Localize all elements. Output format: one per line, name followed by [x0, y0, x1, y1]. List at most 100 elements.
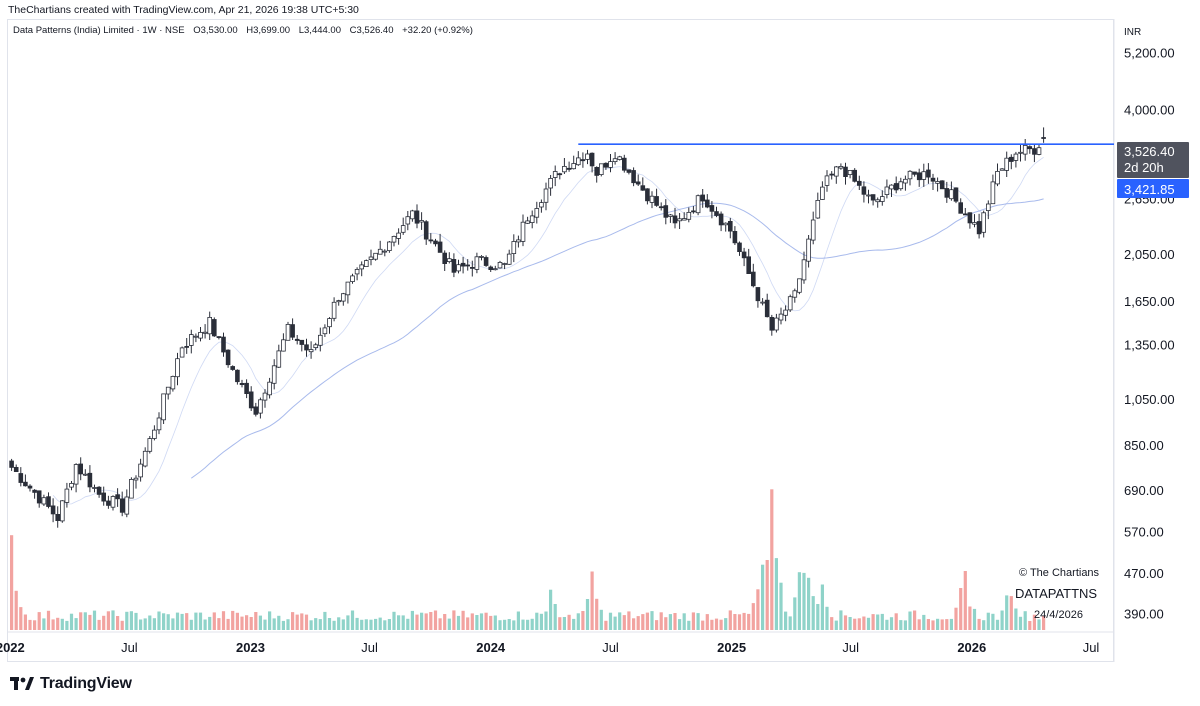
- volume-bar: [968, 606, 972, 630]
- candle-body: [585, 153, 590, 160]
- volume-bar: [33, 620, 37, 630]
- volume-bar: [429, 612, 433, 630]
- tradingview-logo[interactable]: TradingView: [10, 675, 132, 693]
- candle-body: [880, 196, 885, 202]
- volume-bar: [65, 620, 69, 630]
- candle-body: [262, 392, 268, 401]
- price-axis[interactable]: 5,200.004,000.002,650.002,050.001,650.00…: [1124, 46, 1175, 622]
- volume-bar: [982, 620, 986, 630]
- candle-body: [405, 216, 411, 225]
- time-tick-label: 2025: [717, 640, 746, 655]
- volume-bars: [10, 489, 1046, 630]
- volume-bar: [318, 619, 322, 630]
- volume-bar: [79, 612, 83, 630]
- candle-body: [949, 189, 954, 200]
- candle-body: [396, 232, 401, 239]
- time-axis[interactable]: 2022 Jul 2023 Jul 2024 Jul 2025 Jul 2026 Jul: [0, 640, 1099, 655]
- candle-body: [930, 177, 936, 182]
- volume-bar: [1037, 619, 1041, 630]
- candle-body: [884, 186, 890, 195]
- volume-bar: [466, 617, 470, 630]
- candle-body: [211, 319, 217, 337]
- candle-body: [101, 492, 107, 502]
- candle-body: [207, 316, 213, 335]
- volume-bar: [995, 619, 1000, 630]
- candle-body: [787, 296, 793, 311]
- candle-body: [391, 235, 397, 243]
- candle-body: [1022, 144, 1028, 155]
- volume-bar: [452, 610, 456, 630]
- candle-body: [64, 488, 70, 503]
- volume-bar: [880, 613, 884, 630]
- volume-bar: [461, 610, 465, 630]
- volume-bar: [337, 617, 341, 630]
- candle-body: [552, 171, 558, 178]
- volume-bar: [295, 614, 299, 630]
- volume-bar: [848, 617, 852, 630]
- volume-bar: [360, 619, 364, 630]
- price-tick-label: 390.00: [1124, 607, 1164, 622]
- volume-bar: [263, 619, 267, 630]
- volume-bar: [954, 607, 958, 630]
- candle-body: [658, 206, 664, 209]
- volume-bar: [221, 611, 226, 630]
- candle-body: [317, 334, 323, 346]
- volume-bar: [134, 612, 138, 630]
- volume-bar: [245, 615, 249, 630]
- volume-bar: [659, 612, 663, 630]
- candle-body: [423, 221, 429, 240]
- candle-body: [414, 210, 420, 224]
- volume-bar: [1023, 611, 1027, 630]
- candle-body: [152, 429, 157, 439]
- volume-bar: [1005, 595, 1009, 630]
- volume-bar: [88, 614, 92, 630]
- candle-body: [87, 472, 93, 488]
- volume-bar: [604, 620, 608, 630]
- candle-body: [571, 163, 576, 170]
- candle-body: [331, 301, 337, 319]
- candle-body: [230, 366, 236, 370]
- candle-body: [248, 391, 254, 409]
- candle-body: [460, 262, 466, 267]
- volume-bar: [1014, 608, 1018, 630]
- volume-bar: [304, 614, 309, 630]
- candle-body: [663, 205, 669, 218]
- candle-body: [870, 194, 876, 201]
- candle-body: [861, 186, 867, 195]
- candle-body: [829, 173, 834, 176]
- candle-body: [1004, 157, 1009, 171]
- candle-body: [36, 490, 42, 504]
- volume-bar: [240, 616, 244, 630]
- candle-body: [442, 252, 447, 265]
- symbol-name: Data Patterns (India) Limited · 1W · NSE: [13, 25, 185, 36]
- volume-bar: [701, 620, 705, 630]
- time-tick-label: Jul: [121, 640, 138, 655]
- candle-body: [27, 485, 33, 489]
- volume-bar: [10, 535, 14, 630]
- volume-bar: [226, 618, 230, 630]
- candle-body: [963, 213, 968, 216]
- candle-body: [488, 266, 493, 270]
- volume-bar: [751, 603, 755, 630]
- volume-bar: [742, 612, 746, 630]
- volume-bar: [479, 613, 484, 630]
- candle-body: [267, 381, 272, 396]
- volume-bar: [277, 615, 281, 630]
- candle-body: [322, 327, 328, 335]
- candle-body: [857, 180, 862, 186]
- candle-body: [133, 477, 139, 481]
- volume-bar: [830, 617, 834, 630]
- candle-body: [912, 171, 917, 175]
- candle-body: [935, 181, 940, 184]
- candle-body: [543, 188, 549, 203]
- volume-bar: [231, 610, 235, 630]
- currency-label: INR: [1124, 27, 1141, 38]
- candle-body: [202, 331, 208, 334]
- ohlc-open: O3,530.00: [193, 25, 238, 36]
- candle-body: [13, 466, 19, 472]
- volume-bar: [816, 604, 820, 630]
- candle-body: [654, 196, 659, 206]
- price-tick-label: 4,000.00: [1124, 102, 1175, 117]
- candle-body: [387, 241, 392, 252]
